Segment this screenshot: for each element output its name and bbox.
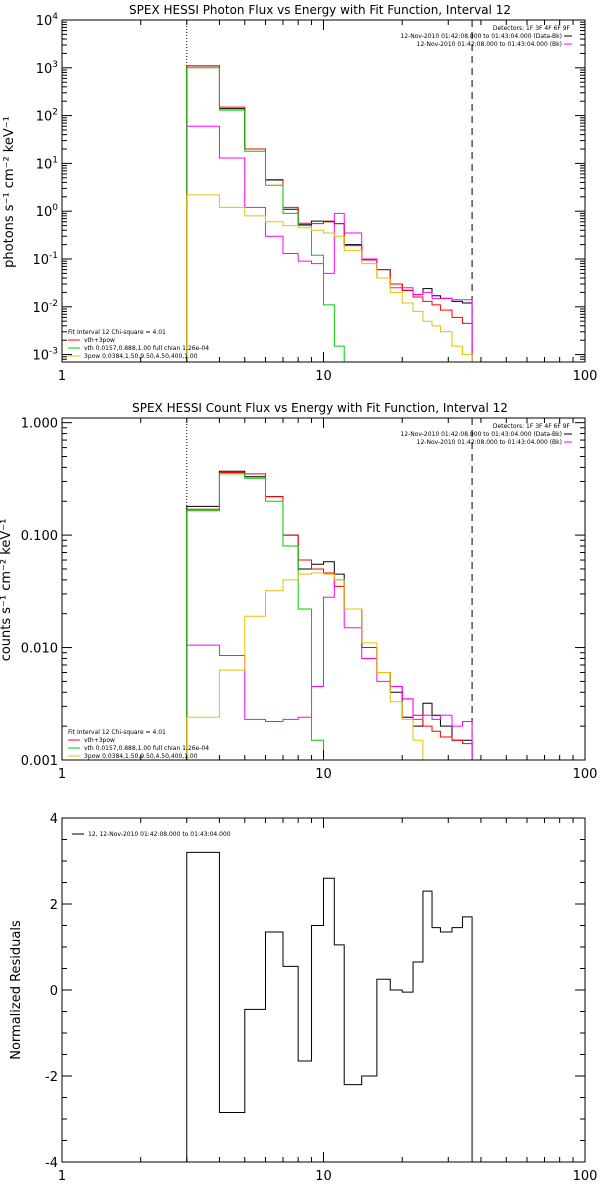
legend-fit-vth: vth 0.0157,0.888,1.00 full chian 1.26e-0… — [84, 345, 209, 352]
series-vth-3pow — [186, 65, 473, 362]
photon-flux-legend-bottom: Fit Interval 12 Chi-square = 4.01 vth+3p… — [68, 329, 209, 360]
legend-top-detectors: Detectors: 1F 3F 4F 6F 9F — [493, 25, 571, 32]
y-tick-label: 0.001 — [21, 754, 58, 769]
y-tick-label: 100 — [36, 203, 59, 220]
legend-fit-3pow: 3pow 0.0384,1.50,9.50,4.50,400,1.00 — [84, 753, 198, 760]
x-axis: 1 10 100 — [58, 418, 598, 782]
legend-top-detectors: Detectors: 1F 3F 4F 6F 9F — [493, 423, 571, 430]
legend-top-data-bk: 12-Nov-2010 01:42:08.000 to 01:43:04.000… — [400, 431, 562, 438]
legend-fit-3pow: 3pow 0.0384,1.50,9.50,4.50,400,1.00 — [84, 353, 198, 360]
photon-flux-title: SPEX HESSI Photon Flux vs Energy with Fi… — [129, 3, 511, 17]
photon-flux-legend-top: Detectors: 1F 3F 4F 6F 9F 12-Nov-2010 01… — [400, 25, 572, 48]
series-vth — [186, 473, 324, 760]
count-flux-title: SPEX HESSI Count Flux vs Energy with Fit… — [132, 401, 508, 415]
series-group — [186, 65, 473, 362]
legend-fit-vth3pow: vth+3pow — [84, 337, 115, 344]
x-axis: 1 10 100 — [58, 20, 598, 384]
photon-flux-plot: 1 10 100 10-3 10-2 10-1 100 101 102 103 104 — [32, 12, 597, 384]
x-tick-label: 1 — [58, 1169, 66, 1184]
legend-fit-vth: vth 0.0157,0.888,1.00 full chian 1.26e-0… — [84, 745, 209, 752]
count-flux-plot: 1 10 100 0.001 0.010 0.100 1.000 — [21, 417, 598, 782]
y-tick-label: 0 — [50, 984, 58, 999]
y-tick-label: 4 — [50, 812, 58, 827]
residuals-legend-text: 12, 12-Nov-2010 01:42:08.000 to 01:43:04… — [88, 831, 231, 838]
series-bk — [186, 125, 473, 362]
x-tick-label: 1 — [58, 369, 66, 384]
series-3pow — [186, 194, 473, 362]
y-tick-label: 101 — [36, 155, 58, 172]
y-tick-label: 0.010 — [21, 642, 58, 657]
legend-fit-vth3pow: vth+3pow — [84, 737, 115, 744]
legend-fit-chisq: Fit Interval 12 Chi-square = 4.01 — [68, 729, 166, 736]
legend-fit-chisq: Fit Interval 12 Chi-square = 4.01 — [68, 329, 166, 336]
series-group — [186, 851, 473, 1162]
residuals-y-label: Normalized Residuals — [9, 920, 24, 1060]
legend-top-bk: 12-Nov-2010 01:42:08.000 to 01:43:04.000… — [417, 439, 562, 446]
residuals-panel: Normalized Residuals 1 10 100 -4 -2 0 2 4 12, 1… — [9, 812, 598, 1184]
x-tick-label: 100 — [573, 767, 598, 782]
residuals-legend: 12, 12-Nov-2010 01:42:08.000 to 01:43:04… — [72, 831, 231, 838]
plot-frame — [61, 417, 586, 761]
y-tick-label: 104 — [36, 12, 59, 29]
x-tick-label: 10 — [315, 369, 332, 384]
series-12-12-nov-2010-01-42-08-000-to-01-43-04-000 — [186, 851, 473, 1162]
series-vth — [186, 67, 345, 362]
residuals-plot: 1 10 100 -4 -2 0 2 4 — [45, 812, 598, 1184]
x-tick-label: 100 — [573, 1169, 598, 1184]
plot-frame — [61, 19, 586, 363]
series-bk — [186, 579, 473, 760]
x-tick-label: 1 — [58, 767, 66, 782]
photon-flux-panel: SPEX HESSI Photon Flux vs Energy with Fi… — [2, 3, 597, 384]
y-axis: 0.001 0.010 0.100 1.000 — [21, 417, 585, 769]
y-tick-label: -2 — [45, 1070, 58, 1085]
count-flux-panel: SPEX HESSI Count Flux vs Energy with Fit… — [0, 401, 598, 782]
count-flux-legend-top: Detectors: 1F 3F 4F 6F 9F 12-Nov-2010 01… — [400, 423, 572, 446]
y-tick-label: 10-1 — [32, 251, 58, 268]
y-tick-label: -4 — [45, 1156, 58, 1171]
y-tick-label: 1.000 — [21, 417, 58, 432]
plot-frame — [61, 817, 586, 1163]
series-vth-3pow — [186, 472, 473, 760]
y-tick-label: 102 — [36, 108, 58, 125]
x-tick-label: 10 — [315, 1169, 332, 1184]
y-tick-label: 2 — [50, 898, 58, 913]
y-tick-label: 10-3 — [32, 347, 58, 364]
x-tick-label: 10 — [315, 767, 332, 782]
y-axis: -4 -2 0 2 4 — [45, 812, 585, 1171]
x-axis: 1 10 100 — [58, 818, 598, 1184]
y-axis: 10-3 10-2 10-1 100 101 102 103 104 — [32, 12, 585, 364]
series-group — [186, 470, 473, 760]
x-tick-label: 100 — [573, 369, 598, 384]
legend-top-bk: 12-Nov-2010 01:42:08.000 to 01:43:04.000… — [417, 41, 562, 48]
y-tick-label: 10-2 — [32, 299, 58, 316]
count-flux-legend-bottom: Fit Interval 12 Chi-square = 4.01 vth+3p… — [68, 729, 209, 760]
count-flux-y-label: counts s⁻¹ cm⁻² keV⁻¹ — [0, 519, 14, 662]
y-tick-label: 103 — [36, 60, 58, 77]
series-data-bk — [186, 470, 473, 760]
series-3pow — [186, 572, 424, 760]
photon-flux-y-label: photons s⁻¹ cm⁻² keV⁻¹ — [2, 116, 17, 268]
legend-top-data-bk: 12-Nov-2010 01:42:08.000 to 01:43:04.000… — [400, 33, 562, 40]
y-tick-label: 0.100 — [21, 529, 58, 544]
